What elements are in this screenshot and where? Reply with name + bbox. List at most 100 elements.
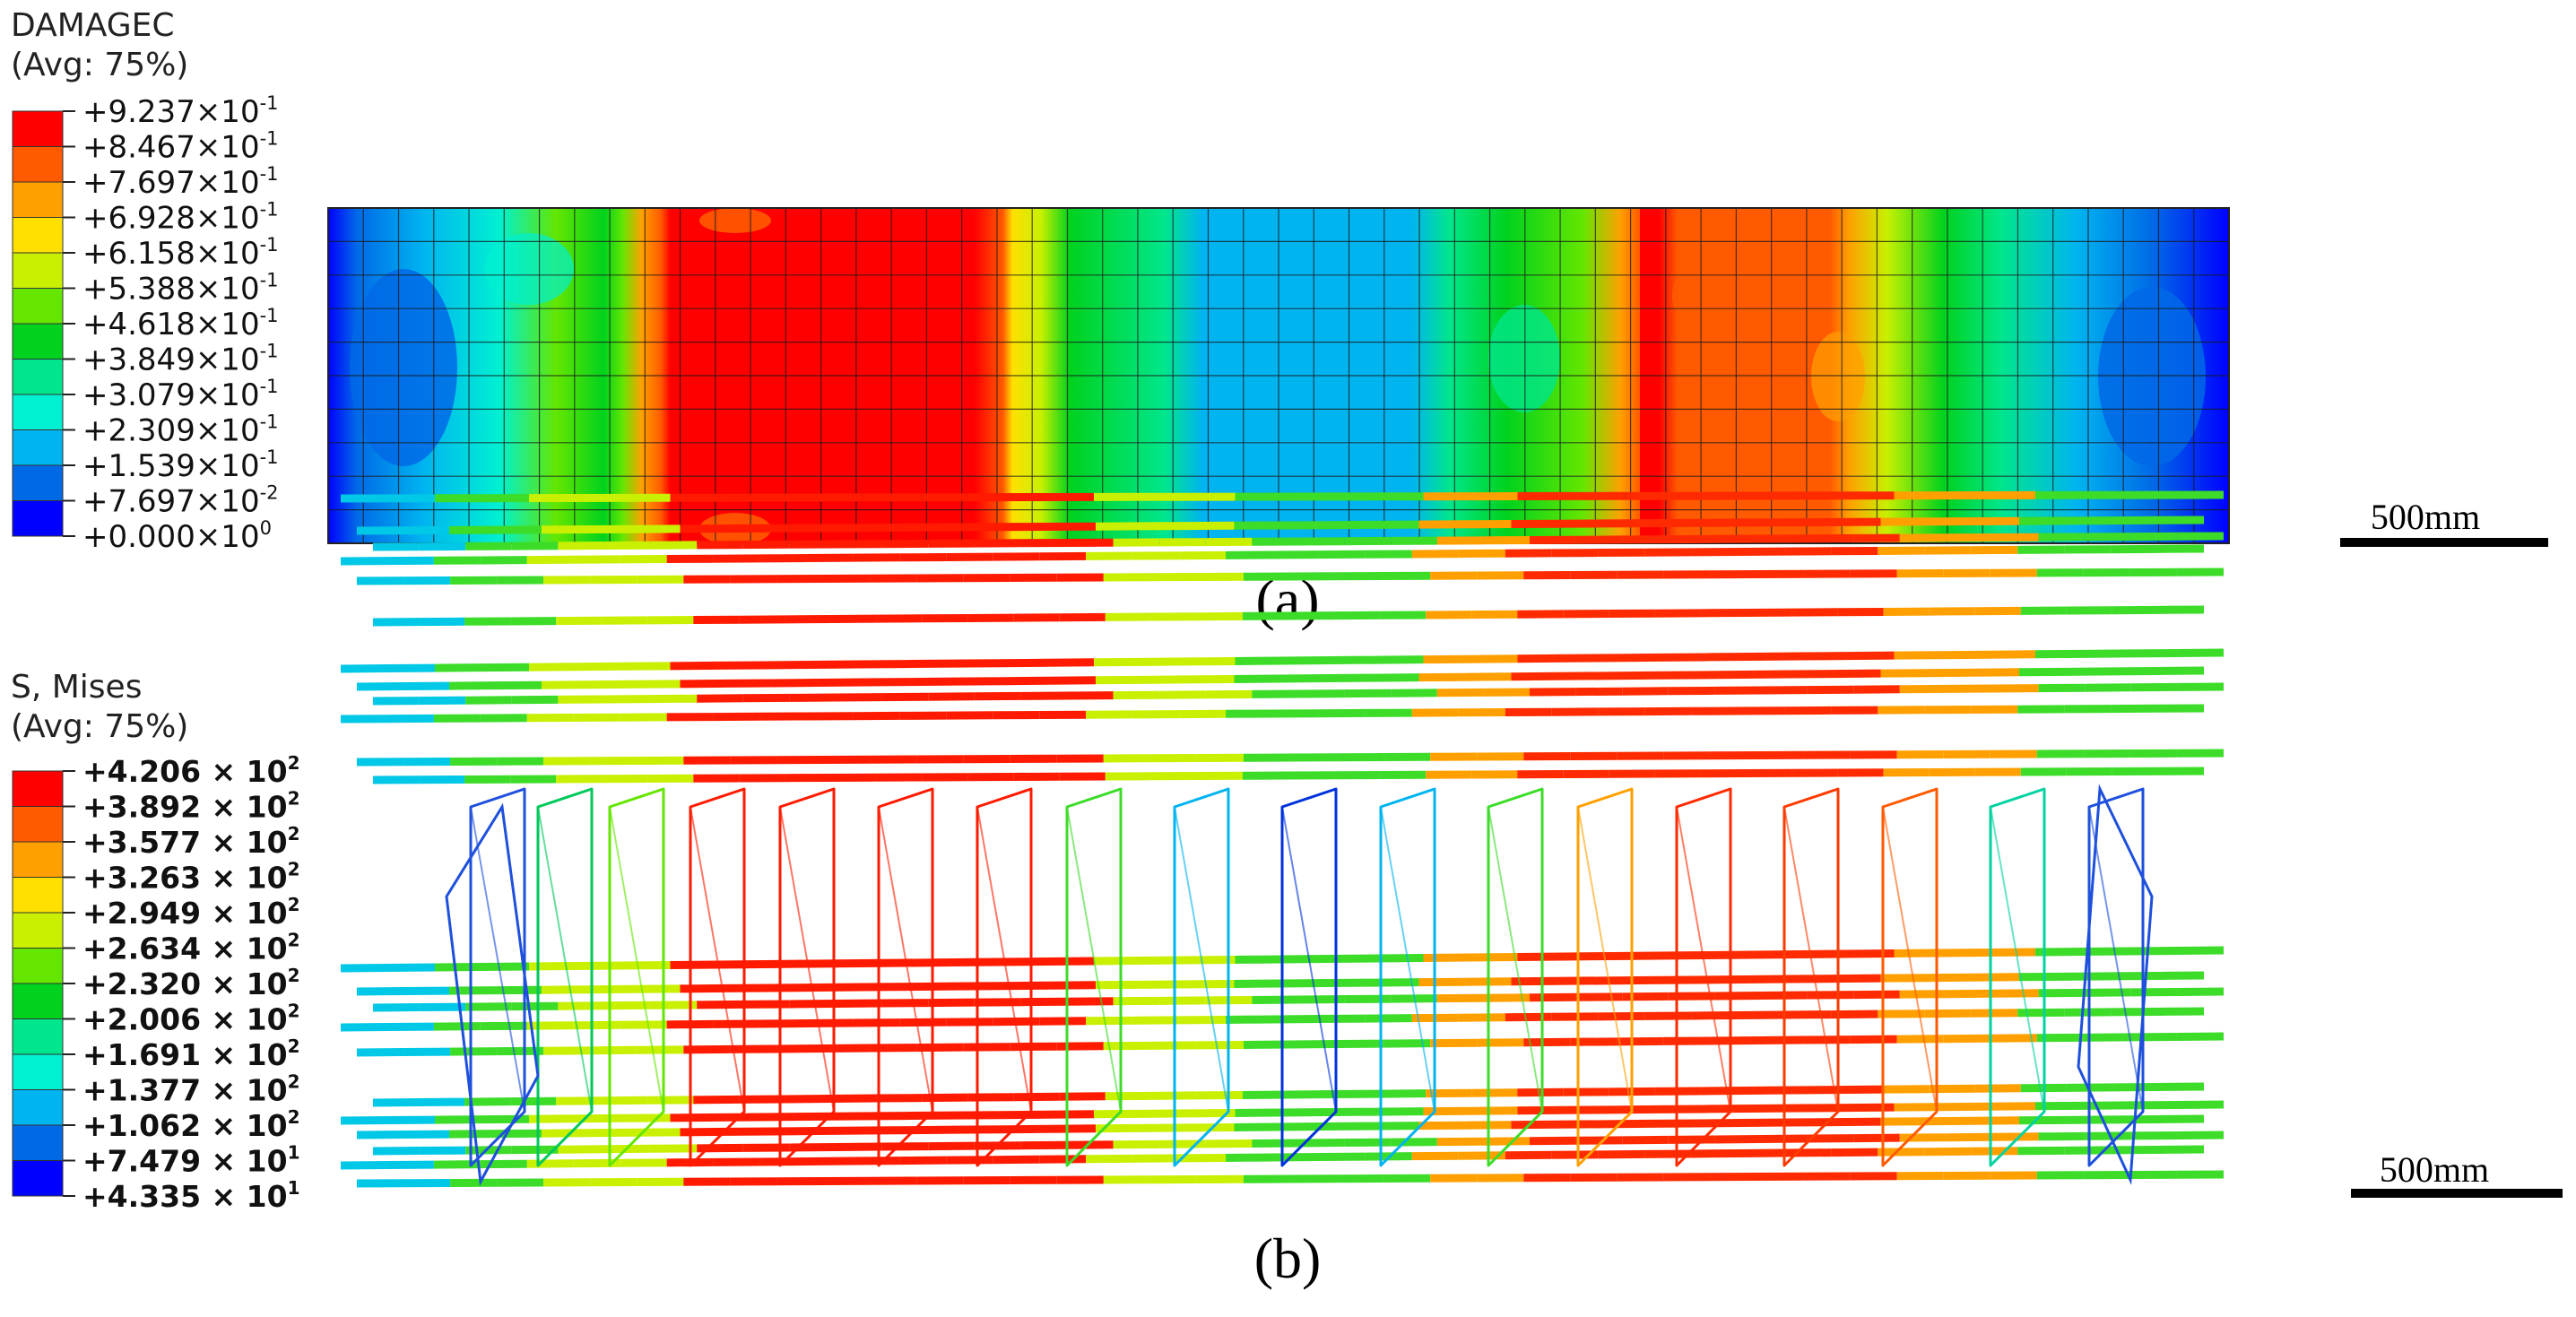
- longitudinal-bar: [482, 966, 530, 967]
- longitudinal-bar: [341, 968, 388, 969]
- stirrup-tie: [538, 807, 592, 1112]
- damage-patch: [1677, 444, 1713, 489]
- legend-a-color-swatch: [13, 394, 63, 430]
- legend-b-label: +7.479 × 101: [82, 1142, 300, 1179]
- longitudinal-bar: [435, 967, 482, 968]
- legend-b-color-swatch: [13, 842, 63, 878]
- stirrup-tie: [690, 807, 744, 1112]
- damage-patch: [1811, 332, 1865, 421]
- legend-b-label: +3.263 × 102: [82, 859, 300, 896]
- legend-b-color-swatch: [13, 913, 63, 949]
- legend-a-label: +8.467×10-1: [82, 128, 279, 166]
- longitudinal-bar: [717, 965, 765, 966]
- legend-a-label: +7.697×10-1: [82, 163, 279, 201]
- legend-b-color-swatch: [13, 771, 63, 807]
- stirrup-tie: [1991, 807, 2044, 1112]
- stirrup-tie: [471, 807, 525, 1112]
- longitudinal-bar: [1989, 952, 2036, 953]
- legend-a-label: +0.000×100: [82, 517, 272, 555]
- caption-b: (b): [1254, 1226, 1322, 1290]
- stirrup-tie: [2089, 807, 2143, 1112]
- stirrup: [538, 789, 592, 1165]
- legend-b-color-swatch: [13, 1161, 63, 1197]
- legend-a-label: +1.539×10-1: [82, 446, 279, 484]
- legend-a-label: +9.237×10-1: [82, 92, 279, 130]
- legend-a-label: +2.309×10-1: [82, 412, 279, 449]
- longitudinal-bar: [1941, 953, 1989, 954]
- legend-b-label: +2.949 × 102: [82, 894, 300, 931]
- stirrup-tie: [1784, 807, 1838, 1112]
- legend-a-color-swatch: [13, 430, 63, 466]
- legend-b-label: +1.691 × 102: [82, 1035, 300, 1072]
- longitudinal-bar: [671, 965, 718, 966]
- legend-b-color-swatch: [13, 878, 63, 914]
- legend-b-color-swatch: [13, 1054, 63, 1090]
- longitudinal-bar: [529, 966, 577, 967]
- legend-b-color-swatch: [13, 1125, 63, 1161]
- longitudinal-bar: [765, 964, 812, 965]
- stirrup: [1067, 789, 1121, 1165]
- scale-bar-b-line: [2351, 1189, 2563, 1198]
- longitudinal-bar: [1470, 957, 1518, 958]
- legend-b-color-swatch: [13, 1090, 63, 1126]
- legend-b-label: +4.335 × 101: [82, 1177, 300, 1214]
- longitudinal-bar: [388, 967, 436, 968]
- legend-a-label: +4.618×10-1: [82, 305, 279, 342]
- longitudinal-bar: [1000, 962, 1047, 963]
- stirrup: [610, 789, 664, 1165]
- legend-b-label: +2.634 × 102: [82, 930, 300, 966]
- scale-bar-b-label: 500mm: [2380, 1149, 2489, 1190]
- legend-a-label: +3.849×10-1: [82, 341, 279, 378]
- longitudinal-bar: [1612, 956, 1660, 957]
- longitudinal-bar: [1753, 955, 1800, 956]
- legend-a-label: +5.388×10-1: [82, 270, 279, 308]
- legend-a-color-swatch: [13, 289, 63, 325]
- longitudinal-bar: [2177, 950, 2225, 951]
- legend-a-color-swatch: [13, 111, 63, 147]
- legend-a-color-swatch: [13, 253, 63, 289]
- legend-a-label: +6.928×10-1: [82, 199, 279, 237]
- legend-a-color-swatch: [13, 324, 63, 360]
- damage-patch: [699, 208, 771, 233]
- stirrup: [977, 789, 1031, 1165]
- stirrup-tie: [610, 807, 664, 1112]
- legend-b-label: +4.206 × 102: [82, 752, 300, 789]
- longitudinal-bar: [2129, 951, 2177, 952]
- scale-bar-a-label: 500mm: [2371, 497, 2480, 537]
- stirrup: [879, 789, 932, 1165]
- legend-b-label: +1.377 × 102: [82, 1071, 300, 1108]
- longitudinal-bar: [1376, 958, 1424, 959]
- longitudinal-bar: [1800, 954, 1848, 955]
- legend-b-color-swatch: [13, 807, 63, 843]
- damage-end-zone-right: [2098, 287, 2206, 466]
- legend-b-title: S, Mises: [11, 669, 142, 706]
- legend-b: +4.206 × 102+3.892 × 102+3.577 × 102+3.2…: [13, 752, 300, 1214]
- longitudinal-bar: [1282, 959, 1330, 960]
- damage-patch: [484, 233, 574, 305]
- damage-end-zone-left: [350, 269, 457, 466]
- legend-a-color-swatch: [13, 501, 63, 537]
- longitudinal-bar: [1424, 957, 1471, 958]
- legend-a: +9.237×10-1+8.467×10-1+7.697×10-1+6.928×…: [13, 92, 279, 555]
- legend-a-title: DAMAGEC: [11, 7, 175, 44]
- damage-patch: [1488, 305, 1560, 412]
- longitudinal-bar: [1094, 961, 1141, 962]
- legend-b-color-swatch: [13, 949, 63, 984]
- legend-b-label: +1.062 × 102: [82, 1106, 300, 1143]
- longitudinal-bar: [2035, 952, 2083, 953]
- legend-a-color-swatch: [13, 360, 63, 395]
- stirrup: [780, 789, 834, 1165]
- damage-patch: [1672, 269, 1717, 323]
- panel-b: S, Mises (Avg: 75%) +4.206 × 102+3.892 ×…: [11, 495, 2563, 1290]
- longitudinal-bar: [859, 963, 906, 964]
- legend-a-subtitle: (Avg: 75%): [11, 47, 188, 83]
- longitudinal-bar: [1141, 960, 1189, 961]
- legend-a-color-swatch: [13, 182, 63, 218]
- longitudinal-bar: [1895, 953, 1942, 954]
- stirrup: [690, 789, 744, 1165]
- legend-b-label: +3.892 × 102: [82, 788, 300, 825]
- legend-a-label: +6.158×10-1: [82, 234, 279, 272]
- longitudinal-bar: [1847, 954, 1895, 955]
- stirrup-tie: [1883, 807, 1937, 1112]
